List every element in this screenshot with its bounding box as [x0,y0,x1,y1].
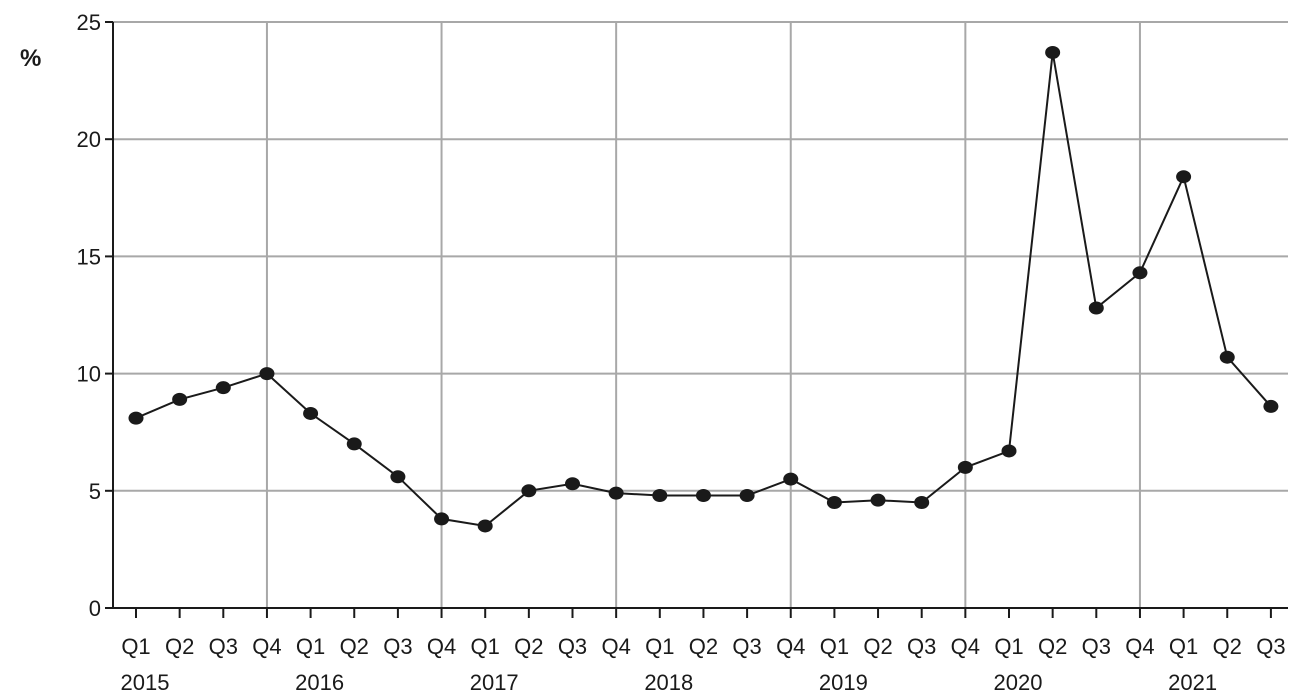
x-tick-label-quarter: Q2 [689,634,718,659]
x-tick-label-year: 2015 [121,670,170,695]
y-tick-label: 20 [77,127,101,152]
x-tick-label-quarter: Q3 [907,634,936,659]
data-point [390,470,406,484]
x-tick-label-quarter: Q1 [1169,634,1198,659]
x-tick-label-quarter: Q2 [340,634,369,659]
x-tick-label-quarter: Q4 [1125,634,1154,659]
x-tick-label-quarter: Q3 [1082,634,1111,659]
x-tick-label-quarter: Q1 [121,634,150,659]
x-tick-label-quarter: Q4 [427,634,456,659]
y-tick-label: 0 [89,596,101,621]
data-point [1045,45,1061,59]
data-point [172,392,188,406]
data-point [346,437,362,451]
data-point [434,512,450,526]
y-tick-label: 10 [77,362,101,387]
x-tick-label-year: 2018 [644,670,693,695]
data-point [739,488,755,502]
y-axis-unit-label: % [20,45,41,72]
data-point [1219,350,1235,364]
data-point [914,496,930,510]
x-tick-label-quarter: Q1 [471,634,500,659]
x-tick-label-quarter: Q2 [165,634,194,659]
vertical-gridlines [265,22,1141,608]
x-tick-label-quarter: Q3 [558,634,587,659]
x-tick-label-quarter: Q2 [1213,634,1242,659]
x-tick-label-quarter: Q2 [1038,634,1067,659]
y-tick-label: 15 [77,244,101,269]
x-tick-label-quarter: Q1 [296,634,325,659]
x-tick-label-year: 2016 [295,670,344,695]
x-tick-label-quarter: Q2 [863,634,892,659]
x-axis-ticks: Q1 Q2 Q3 Q4 Q1 Q2 Q3 Q4 Q1 Q2 Q3 Q4 Q1 Q2 Q3 Q4 Q1 Q2 Q3 Q4… [121,608,1286,695]
x-tick-label-year: 2020 [994,670,1043,695]
x-tick-label-year: 2019 [819,670,868,695]
data-point [652,488,668,502]
data-point [783,472,799,486]
x-tick-label-quarter: Q4 [951,634,980,659]
data-point [128,411,144,425]
axes [112,22,1288,609]
data-point [259,367,275,381]
data-point [565,477,580,491]
data-point [695,488,711,502]
data-point [957,460,973,474]
data-point [521,484,537,498]
x-tick-label-quarter: Q3 [732,634,761,659]
horizontal-gridlines [113,21,1288,492]
data-point [1132,266,1148,280]
data-point [1263,399,1279,413]
data-point [215,381,231,395]
x-tick-label-quarter: Q4 [601,634,630,659]
data-point [1176,170,1192,184]
data-point [477,519,493,533]
data-point [1001,444,1017,458]
data-point [1088,301,1104,315]
x-tick-label-quarter: Q3 [383,634,412,659]
data-point [826,496,842,510]
series-line [135,52,1272,528]
x-tick-label-year: 2021 [1168,670,1217,695]
x-tick-label-quarter: Q1 [820,634,849,659]
x-tick-label-quarter: Q3 [1256,634,1285,659]
x-tick-label-quarter: Q1 [994,634,1023,659]
y-tick-label: 25 [77,10,101,35]
y-axis-ticks: 0 5 10 15 20 25 [77,10,113,621]
x-tick-label-quarter: Q1 [645,634,674,659]
x-tick-label-quarter: Q4 [776,634,805,659]
y-tick-label: 5 [89,479,101,504]
data-point [303,406,319,420]
x-tick-label-year: 2017 [470,670,519,695]
data-point [608,486,624,500]
x-tick-label-quarter: Q3 [209,634,238,659]
x-tick-label-quarter: Q2 [514,634,543,659]
data-point [870,493,886,507]
data-series [128,45,1279,533]
x-tick-label-quarter: Q4 [252,634,281,659]
